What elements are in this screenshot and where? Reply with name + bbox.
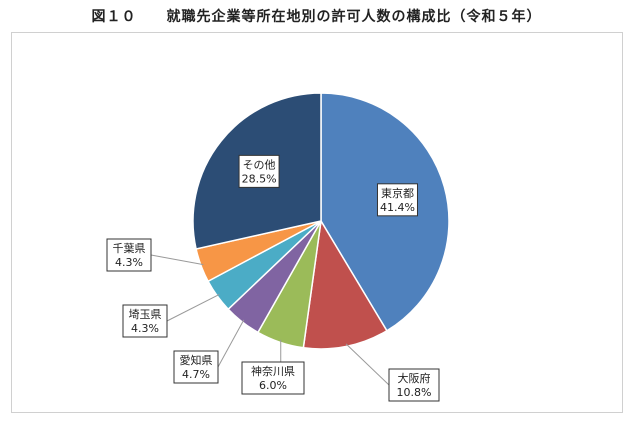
pie-chart: 東京都41.4%大阪府10.8%神奈川県6.0%愛知県4.7%埼玉県4.3%千葉… <box>106 92 450 402</box>
slice-name-label: 埼玉県 <box>129 307 162 321</box>
leader-line-6 <box>150 254 204 266</box>
slice-percent-label: 10.8% <box>397 386 432 399</box>
chart-frame: 東京都 41.4% 大阪府 10.8% 神奈川県 6.0% 愛知県 4.7% 埼玉県 4.3% 千葉… <box>11 32 623 413</box>
leader-line-5 <box>166 293 220 322</box>
slice-percent-label: 41.4% <box>380 201 415 214</box>
slice-name-label: 東京都 <box>381 186 414 200</box>
slice-name-label: 大阪府 <box>398 371 431 385</box>
slice-percent-label: 4.3% <box>115 256 143 269</box>
chart-title: 図１０ 就職先企業等所在地別の許可人数の構成比（令和５年） <box>91 9 542 25</box>
slice-percent-label: 4.3% <box>131 322 159 335</box>
slice-percent-label: 28.5% <box>242 172 277 185</box>
slice-name-label: 神奈川県 <box>251 364 295 378</box>
slice-name-label: その他 <box>243 158 276 171</box>
pie-slice-2 <box>302 218 388 350</box>
slice-name-label: 千葉県 <box>113 241 146 255</box>
leader-line-4 <box>217 319 245 368</box>
slice-name-label: 愛知県 <box>180 353 213 367</box>
slice-percent-label: 4.7% <box>182 368 210 381</box>
leader-line-2 <box>345 343 390 386</box>
slice-percent-label: 6.0% <box>259 379 287 392</box>
